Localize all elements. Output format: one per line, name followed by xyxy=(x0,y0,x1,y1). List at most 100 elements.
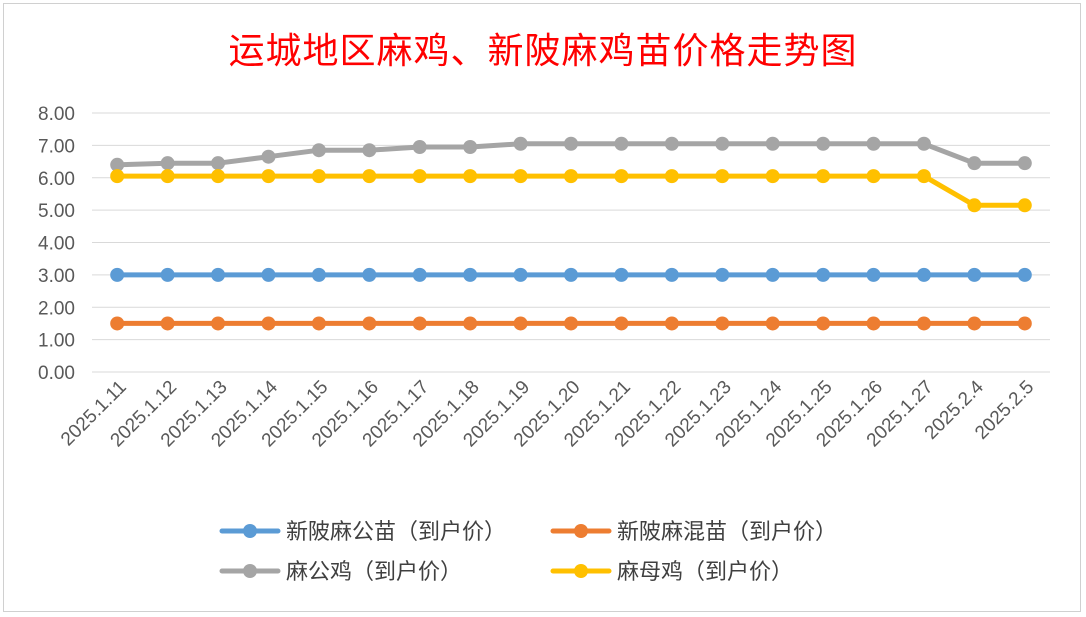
data-point xyxy=(463,169,478,184)
data-point xyxy=(463,267,478,282)
data-point xyxy=(261,149,276,164)
data-point xyxy=(211,169,226,184)
series-1 xyxy=(110,267,1032,282)
series-2 xyxy=(110,316,1032,331)
data-point xyxy=(1017,156,1032,171)
y-tick-label: 8.00 xyxy=(38,104,75,125)
legend-label: 新陂麻公苗（到户价） xyxy=(286,520,506,545)
data-point xyxy=(160,267,175,282)
data-point xyxy=(916,136,931,151)
legend-label: 麻公鸡（到户价） xyxy=(286,560,462,585)
y-tick-label: 1.00 xyxy=(38,331,75,352)
data-point xyxy=(715,267,730,282)
data-point xyxy=(866,267,881,282)
data-point xyxy=(916,169,931,184)
data-point xyxy=(160,169,175,184)
data-point xyxy=(614,169,629,184)
legend-swatch-marker xyxy=(243,524,257,538)
legend-swatch-marker xyxy=(574,524,588,538)
y-tick-label: 4.00 xyxy=(38,234,75,255)
data-point xyxy=(513,316,528,331)
data-point xyxy=(261,316,276,331)
data-point xyxy=(816,316,831,331)
data-point xyxy=(160,156,175,171)
data-point xyxy=(715,316,730,331)
data-point xyxy=(664,267,679,282)
data-point xyxy=(715,136,730,151)
legend-swatch-marker xyxy=(243,564,257,578)
data-point xyxy=(362,267,377,282)
y-tick-label: 3.00 xyxy=(38,266,75,287)
y-axis-tick-labels: 0.00 1.00 2.00 3.00 4.00 5.00 6.00 7.00 8.00 xyxy=(38,104,75,384)
data-point xyxy=(412,139,427,154)
data-point xyxy=(1017,316,1032,331)
chart-title: 运城地区麻鸡、新陂麻鸡苗价格走势图 xyxy=(228,31,858,72)
data-point xyxy=(765,136,780,151)
data-point xyxy=(463,316,478,331)
data-point xyxy=(513,169,528,184)
data-point xyxy=(1017,198,1032,213)
data-point xyxy=(261,267,276,282)
legend-item: 新陂麻公苗（到户价） xyxy=(219,520,506,545)
y-gridlines xyxy=(92,112,1050,373)
data-point xyxy=(110,169,125,184)
data-point xyxy=(311,316,326,331)
data-point xyxy=(160,316,175,331)
x-axis-tick-labels: 2025.1.112025.1.122025.1.132025.1.142025… xyxy=(57,376,1038,451)
series-3 xyxy=(110,136,1032,172)
data-point xyxy=(866,316,881,331)
data-point xyxy=(412,267,427,282)
data-point xyxy=(866,136,881,151)
data-point xyxy=(110,316,125,331)
data-point xyxy=(311,169,326,184)
data-point xyxy=(311,143,326,158)
data-point xyxy=(967,198,982,213)
data-point xyxy=(967,316,982,331)
data-point xyxy=(110,267,125,282)
legend-label: 麻母鸡（到户价） xyxy=(617,560,793,585)
series-4 xyxy=(110,169,1032,213)
data-point xyxy=(211,267,226,282)
data-point xyxy=(463,139,478,154)
data-point xyxy=(513,267,528,282)
y-tick-label: 2.00 xyxy=(38,298,75,319)
data-point xyxy=(412,169,427,184)
data-point xyxy=(513,136,528,151)
data-point xyxy=(110,157,125,172)
data-point xyxy=(816,169,831,184)
legend-swatch-marker xyxy=(574,564,588,578)
y-tick-label: 0.00 xyxy=(38,363,75,384)
data-point xyxy=(664,169,679,184)
data-point xyxy=(715,169,730,184)
data-point xyxy=(311,267,326,282)
data-point xyxy=(362,169,377,184)
data-point xyxy=(967,267,982,282)
data-point xyxy=(412,316,427,331)
data-point xyxy=(211,316,226,331)
data-point xyxy=(916,267,931,282)
data-point xyxy=(866,169,881,184)
legend-label: 新陂麻混苗（到户价） xyxy=(617,520,837,545)
data-point xyxy=(916,316,931,331)
legend-item: 新陂麻混苗（到户价） xyxy=(550,520,837,545)
legend-item: 麻公鸡（到户价） xyxy=(219,560,462,585)
data-point xyxy=(211,156,226,171)
data-point xyxy=(765,169,780,184)
data-point xyxy=(362,316,377,331)
data-point xyxy=(816,267,831,282)
y-tick-label: 6.00 xyxy=(38,169,75,190)
data-point xyxy=(664,136,679,151)
data-point xyxy=(564,267,578,282)
legend: 新陂麻公苗（到户价） 新陂麻混苗（到户价） 麻公鸡（到户价） 麻母鸡（到户价） xyxy=(219,520,837,585)
data-point xyxy=(816,136,831,151)
data-point xyxy=(564,316,578,331)
data-point xyxy=(765,316,780,331)
data-point xyxy=(967,156,982,171)
legend-item: 麻母鸡（到户价） xyxy=(550,560,793,585)
y-tick-label: 7.00 xyxy=(38,136,75,157)
y-tick-label: 5.00 xyxy=(38,201,75,222)
data-point xyxy=(765,267,780,282)
data-point xyxy=(1017,267,1032,282)
data-point xyxy=(614,136,629,151)
